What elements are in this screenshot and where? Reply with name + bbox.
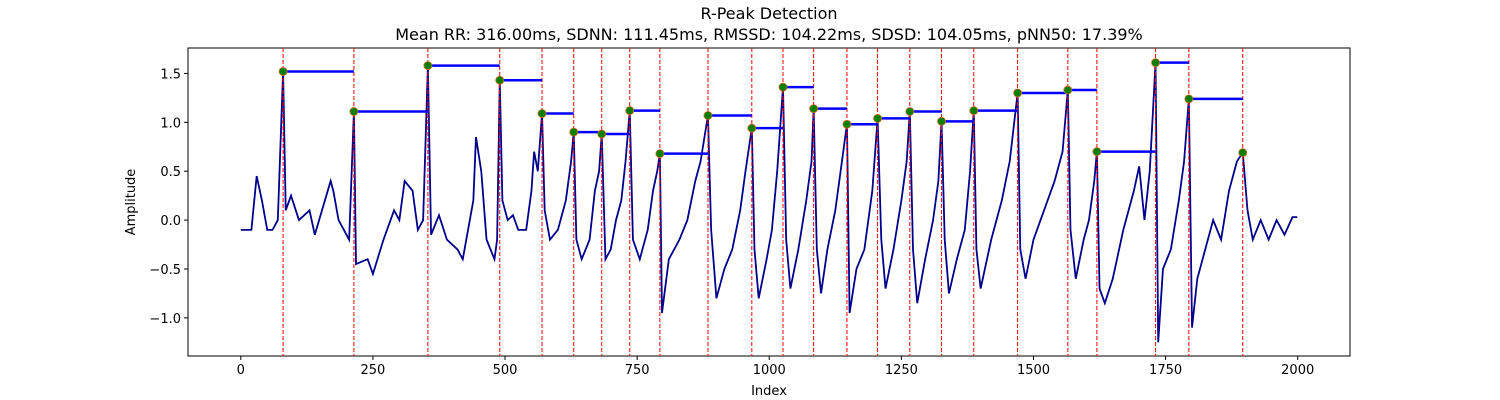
x-tick-label: 0 (237, 363, 245, 378)
r-peak (569, 127, 579, 137)
x-tick-label: 1750 (1149, 363, 1182, 378)
chart-title: R-Peak Detection (700, 4, 837, 23)
y-tick-label: −1.0 (149, 312, 181, 327)
r-peak (809, 104, 819, 114)
r-peak (1063, 85, 1073, 95)
x-tick-label: 250 (361, 363, 386, 378)
r-peak (1092, 147, 1102, 157)
r-peak (597, 129, 607, 139)
r-peak (873, 114, 882, 123)
x-tick-label: 1500 (1017, 363, 1050, 378)
signal-line (240, 62, 1298, 343)
r-peak (537, 109, 547, 118)
r-peak (703, 111, 713, 120)
x-tick-label: 750 (625, 363, 650, 378)
r-peak (1151, 58, 1160, 68)
x-tick-label: 500 (493, 363, 518, 378)
r-peak (842, 119, 852, 129)
x-tick-label: 2000 (1281, 363, 1314, 378)
r-peak (969, 106, 979, 115)
y-tick-label: 1.5 (160, 67, 181, 82)
chart-subtitle: Mean RR: 316.00ms, SDNN: 111.45ms, RMSSD… (395, 25, 1143, 44)
r-peak (905, 107, 915, 116)
y-axis-label: Amplitude (124, 169, 139, 236)
r-peak (423, 61, 433, 70)
r-peak (655, 149, 665, 159)
r-peak (937, 116, 946, 126)
r-peak (747, 123, 757, 133)
r-peak (349, 107, 359, 116)
y-tick-label: −0.5 (149, 263, 181, 278)
x-tick-label: 1250 (885, 363, 918, 378)
r-peak (1013, 88, 1023, 98)
x-tick-label: 1000 (753, 363, 786, 378)
r-peak (1184, 94, 1194, 104)
y-tick-label: 1.0 (160, 116, 181, 131)
plot-area (187, 47, 1351, 357)
y-tick-label: 0.5 (160, 165, 181, 180)
r-peak (778, 82, 788, 92)
r-peak (1238, 148, 1248, 158)
r-peak (625, 106, 635, 115)
x-axis-label: Index (751, 384, 787, 399)
r-peak (495, 75, 505, 85)
y-tick-label: 0.0 (160, 214, 181, 229)
r-peak (278, 67, 288, 76)
